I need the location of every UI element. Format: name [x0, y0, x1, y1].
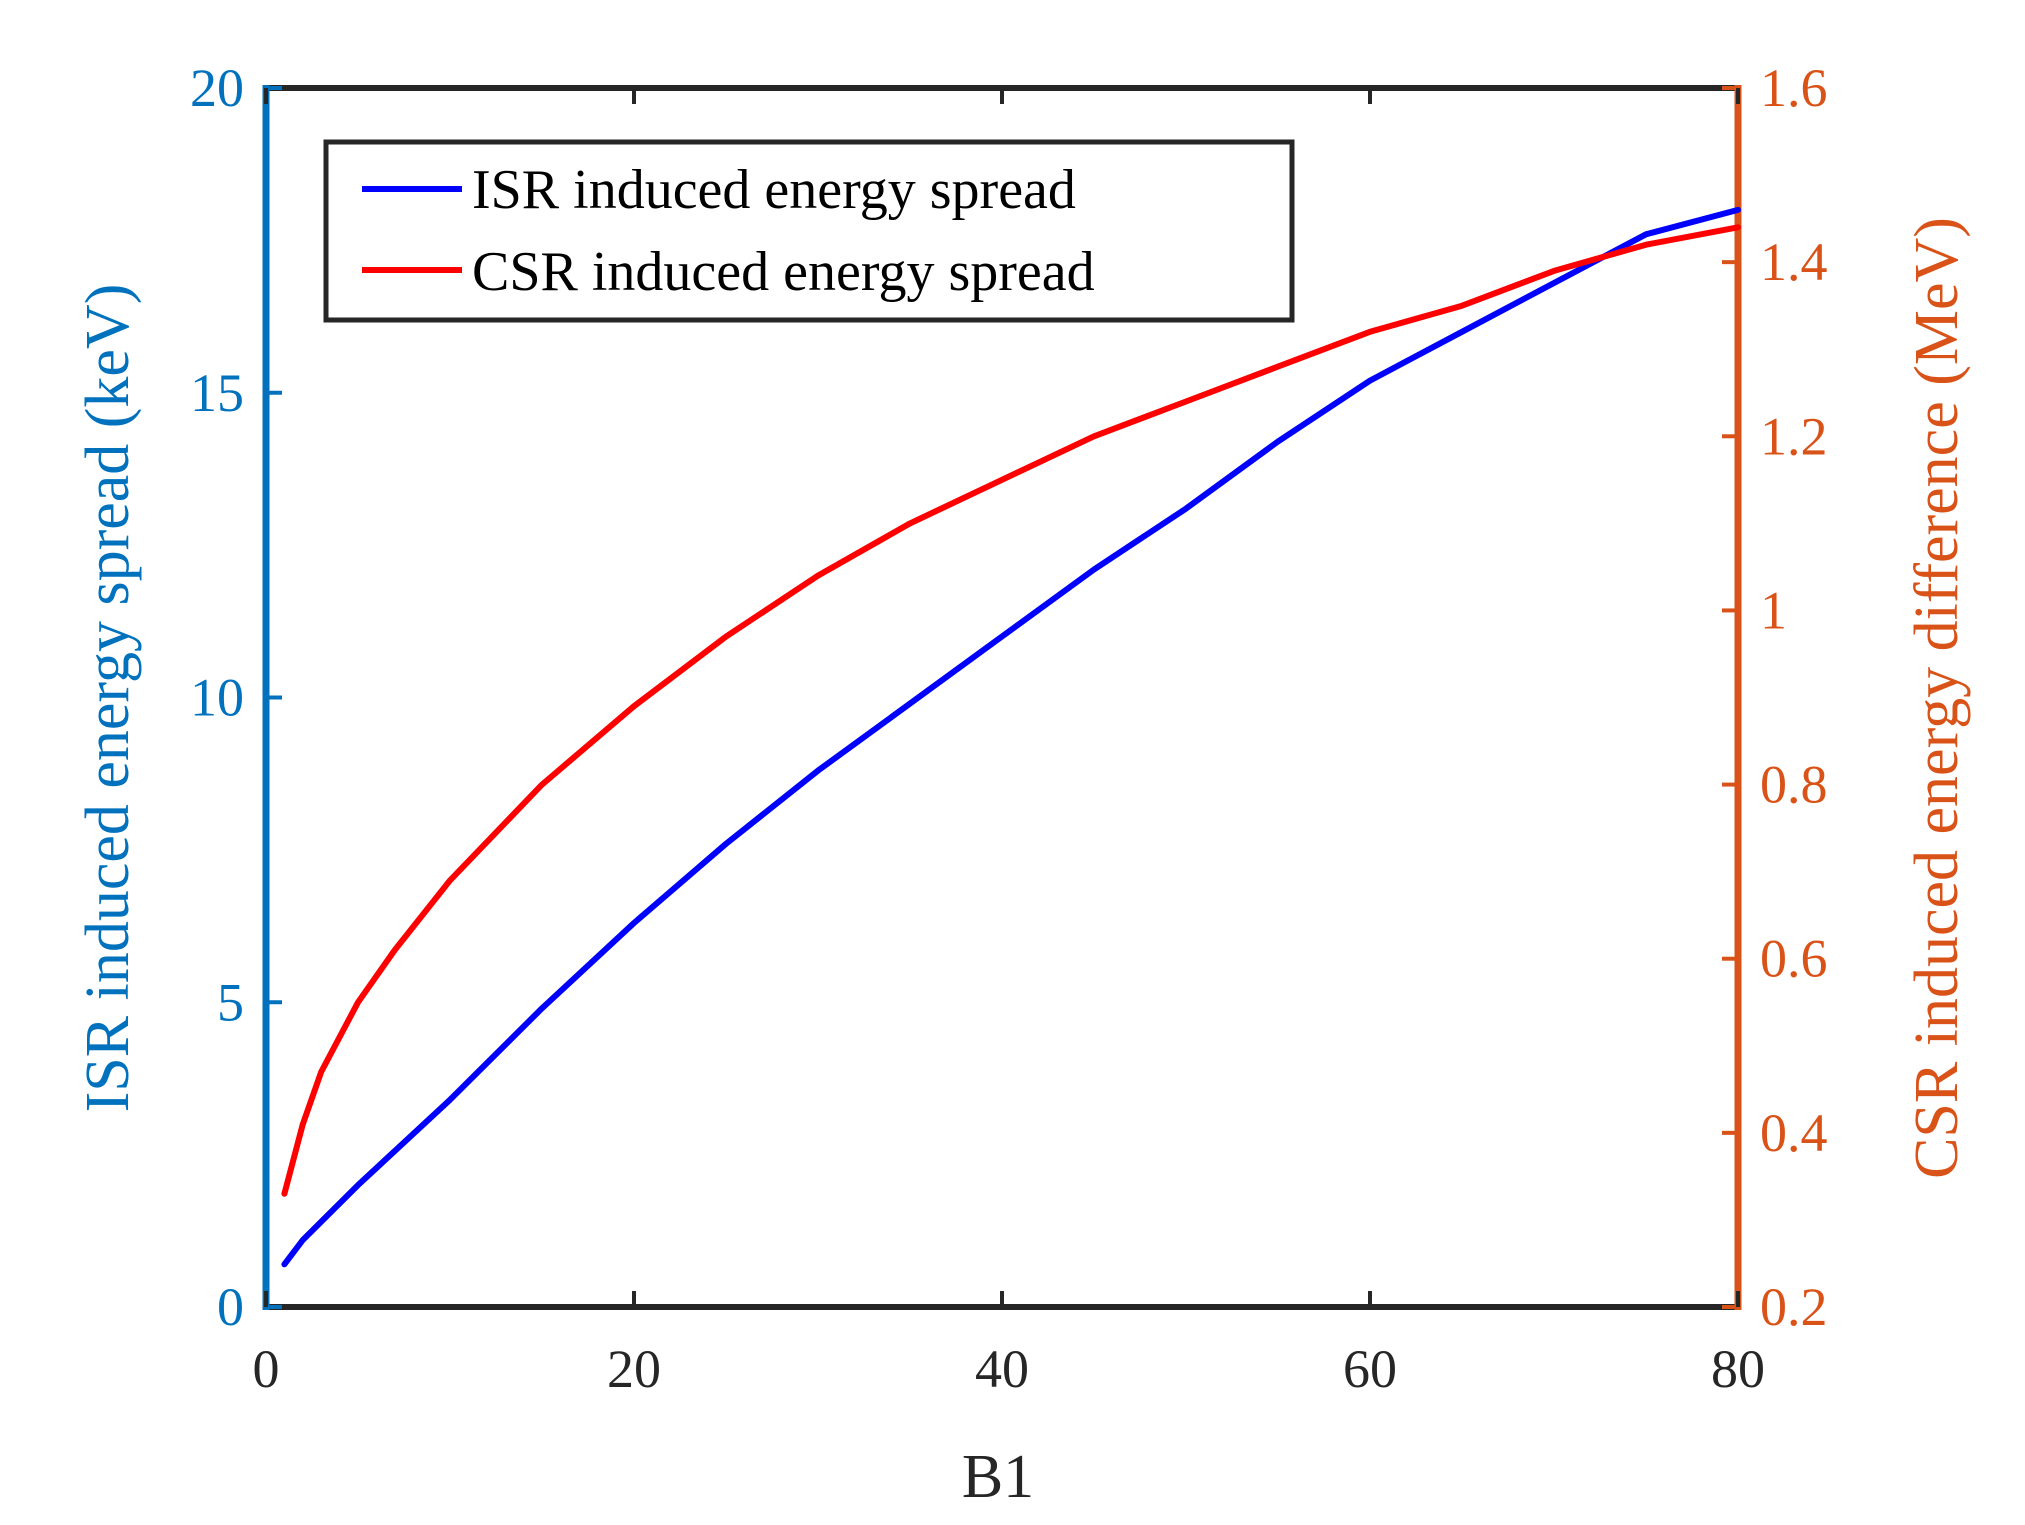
left-y-tick-label: 15 — [190, 363, 244, 423]
x-axis-title: B1 — [962, 1443, 1034, 1511]
series-line-isr — [281, 206, 1741, 1268]
right-y-tick-label: 1.2 — [1760, 406, 1828, 466]
left-y-axis-title: ISR induced energy spread (keV) — [74, 284, 142, 1113]
x-tick-label: 0 — [253, 1339, 280, 1399]
right-y-axis-title: CSR induced energy difference (MeV) — [1903, 217, 1971, 1179]
right-y-tick-label: 1.6 — [1760, 58, 1828, 118]
right-y-tick-label: 0.8 — [1760, 755, 1828, 815]
right-y-tick-label: 0.6 — [1760, 929, 1828, 989]
x-tick-label: 40 — [975, 1339, 1029, 1399]
legend-label-csr: CSR induced energy spread — [472, 241, 1095, 303]
legend-box — [323, 139, 1295, 323]
left-y-axis: 0 5 10 15 20 — [190, 58, 282, 1337]
x-tick-label: 20 — [607, 1339, 661, 1399]
right-y-tick-label: 0.2 — [1760, 1277, 1828, 1337]
legend: ISR induced energy spread CSR induced en… — [323, 139, 1295, 323]
left-y-tick-label: 5 — [217, 972, 244, 1032]
legend-label-isr: ISR induced energy spread — [472, 159, 1076, 221]
left-y-tick-label: 10 — [190, 668, 244, 728]
x-tick-label: 80 — [1711, 1339, 1765, 1399]
left-y-tick-label: 0 — [217, 1277, 244, 1337]
left-y-tick-label: 20 — [190, 58, 244, 118]
x-tick-label: 60 — [1343, 1339, 1397, 1399]
x-axis: 0 20 40 60 80 — [253, 88, 1765, 1399]
right-y-axis: 0.2 0.4 0.6 0.8 1 1.2 1.4 1.6 — [1722, 58, 1828, 1337]
series-layer — [281, 206, 1741, 1268]
right-y-tick-label: 0.4 — [1760, 1103, 1828, 1163]
right-y-tick-label: 1.4 — [1760, 232, 1828, 292]
right-y-tick-label: 1 — [1760, 580, 1787, 640]
series-line-csr — [281, 224, 1741, 1197]
